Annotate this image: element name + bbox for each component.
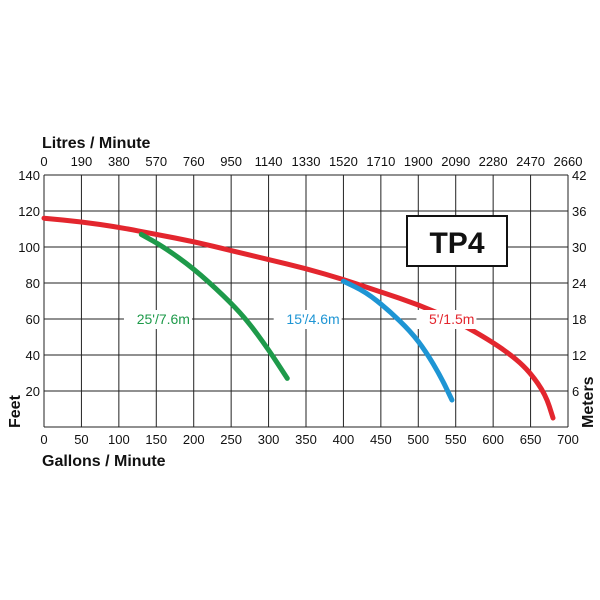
y2-tick-label: 36 [572,204,586,219]
x-tick-label: 600 [482,432,504,447]
series-line [138,231,290,381]
x2-tick-label: 1330 [292,154,321,169]
series-label: 25'/7.6m [137,311,190,327]
series-label-backdrop [416,310,477,329]
y-tick-label: 100 [18,240,40,255]
y-axis-ticks: 20 40 60 80 100 120 140 [18,168,40,399]
series-label-backdrop [123,310,192,329]
model-label-box: TP4 [406,215,508,267]
y2-tick-label: 18 [572,312,586,327]
model-label: TP4 [429,227,484,260]
series-line [340,278,455,403]
x-tick-label: 500 [407,432,429,447]
y2-tick-label: 24 [572,276,586,291]
y2-tick-label: 30 [572,240,586,255]
x2-tick-label: 1900 [404,154,433,169]
y-tick-label: 120 [18,204,40,219]
x2-axis-title: Litres / Minute [42,135,151,152]
x-tick-label: 350 [295,432,317,447]
series-label: 5'/1.5m [429,311,474,327]
x-tick-label: 650 [520,432,542,447]
y2-axis-ticks: 6 12 18 24 30 36 42 [572,168,586,399]
y-tick-label: 140 [18,168,40,183]
series-lines: 5'/1.5m 15'/4.6m 25'/7.6m [41,215,556,421]
x2-tick-label: 2280 [479,154,508,169]
x2-tick-label: 0 [40,154,47,169]
x2-tick-label: 2470 [516,154,545,169]
x-tick-label: 0 [40,432,47,447]
x-tick-label: 550 [445,432,467,447]
model-label-frame [406,215,508,267]
y2-tick-label: 12 [572,348,586,363]
x2-tick-label: 380 [108,154,130,169]
x-axis-title: Gallons / Minute [42,453,166,470]
y2-axis-title: Meters [580,376,597,428]
x2-tick-label: 190 [71,154,93,169]
y-tick-label: 60 [26,312,40,327]
x-tick-label: 50 [74,432,88,447]
y2-tick-label: 42 [572,168,586,183]
x2-tick-label: 760 [183,154,205,169]
y-tick-label: 20 [26,384,40,399]
x-tick-label: 300 [258,432,280,447]
x2-tick-label: 1520 [329,154,358,169]
series-line [41,215,556,421]
x-tick-label: 200 [183,432,205,447]
x-tick-label: 250 [220,432,242,447]
y-tick-label: 40 [26,348,40,363]
y2-tick-label: 6 [572,384,579,399]
x-tick-label: 450 [370,432,392,447]
y-axis-title: Feet [7,394,24,428]
series-label-backdrop [273,310,342,329]
gridlines [43,174,569,428]
x2-tick-label: 570 [145,154,167,169]
x2-tick-label: 2660 [554,154,583,169]
x-tick-label: 700 [557,432,579,447]
x-tick-label: 150 [145,432,167,447]
x2-tick-label: 1140 [255,154,283,169]
x2-tick-label: 2090 [441,154,470,169]
x-axis-ticks: 0 50 100 150 200 250 300 350 400 450 500 550 600 650 7… [40,432,578,447]
x2-axis-ticks: 0 190 380 570 760 950 1140 1330 1520 1710 1900 2090… [40,154,582,169]
x2-tick-label: 1710 [366,154,395,169]
x-tick-label: 400 [333,432,355,447]
series-label: 15'/4.6m [286,311,339,327]
x-tick-label: 100 [108,432,130,447]
y-tick-label: 80 [26,276,40,291]
x2-tick-label: 950 [220,154,242,169]
